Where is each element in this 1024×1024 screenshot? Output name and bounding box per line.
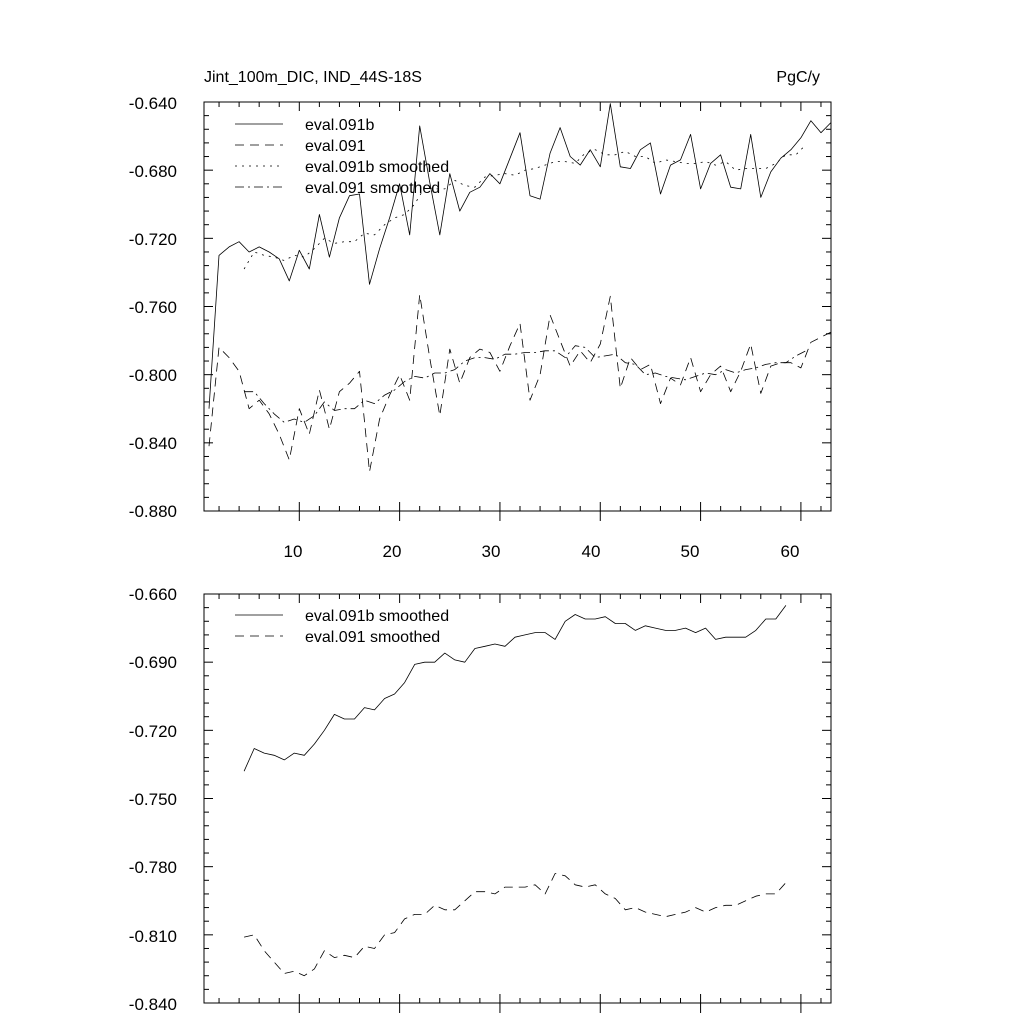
top-y-tick-label: -0.840 — [129, 434, 177, 453]
top-y-tick-label: -0.800 — [129, 366, 177, 385]
bottom-y-tick-label: -0.660 — [129, 585, 177, 604]
legend-label: eval.091b — [305, 117, 374, 134]
top-x-tick-label: 20 — [383, 542, 402, 561]
top-panel: Jint_100m_DIC, IND_44S-18S PgC/y -0.640 … — [129, 69, 832, 561]
top-legend: eval.091b eval.091 eval.091b smoothed ev… — [235, 117, 449, 197]
legend-label: eval.091 smoothed — [305, 180, 440, 197]
bottom-y-tick-label: -0.840 — [129, 995, 177, 1014]
bottom-y-tick-label: -0.780 — [129, 858, 177, 877]
top-y-tick-labels: -0.640 -0.680 -0.720 -0.760 -0.800 -0.84… — [129, 94, 177, 521]
top-series-eval-091b-smoothed — [243, 144, 807, 270]
top-y-tick-label: -0.760 — [129, 298, 177, 317]
bottom-series-group — [243, 605, 787, 977]
top-x-tick-labels: 10 20 30 40 50 60 — [284, 542, 800, 561]
top-x-tick-label: 10 — [284, 542, 303, 561]
bottom-y-tick-label: -0.720 — [129, 722, 177, 741]
bottom-y-tick-label: -0.810 — [129, 927, 177, 946]
bottom-y-tick-label: -0.690 — [129, 653, 177, 672]
top-x-tick-label: 50 — [681, 542, 700, 561]
top-y-tick-label: -0.680 — [129, 162, 177, 181]
legend-label: eval.091b smoothed — [305, 159, 449, 176]
top-y-tick-label: -0.640 — [129, 94, 177, 113]
bottom-panel-ticks — [204, 593, 831, 1013]
top-panel-ticks — [204, 101, 831, 521]
legend-label: eval.091 smoothed — [305, 629, 440, 646]
top-x-tick-label: 60 — [781, 542, 800, 561]
top-y-tick-label: -0.720 — [129, 230, 177, 249]
top-series-eval-091 — [208, 294, 832, 473]
top-series-eval-091b — [208, 103, 832, 409]
bottom-legend: eval.091b smoothed eval.091 smoothed — [235, 608, 449, 646]
bottom-plot-frame — [203, 593, 832, 1004]
top-plot-frame — [203, 101, 832, 512]
top-series-group — [208, 103, 832, 473]
top-panel-title-left: Jint_100m_DIC, IND_44S-18S — [204, 69, 422, 86]
bottom-series-eval-091-smoothed — [244, 873, 787, 977]
bottom-y-tick-label: -0.750 — [129, 790, 177, 809]
top-panel-title-right: PgC/y — [776, 69, 820, 86]
top-x-tick-label: 30 — [482, 542, 501, 561]
top-series-eval-091-smoothed — [244, 345, 807, 423]
bottom-series-eval-091b-smoothed — [243, 605, 787, 772]
top-x-tick-label: 40 — [582, 542, 601, 561]
bottom-y-tick-labels: -0.660 -0.690 -0.720 -0.750 -0.780 -0.81… — [129, 585, 177, 1014]
legend-label: eval.091 — [305, 138, 366, 155]
legend-label: eval.091b smoothed — [305, 608, 449, 625]
bottom-panel: -0.660 -0.690 -0.720 -0.750 -0.780 -0.81… — [129, 585, 832, 1014]
top-y-tick-label: -0.880 — [129, 502, 177, 521]
